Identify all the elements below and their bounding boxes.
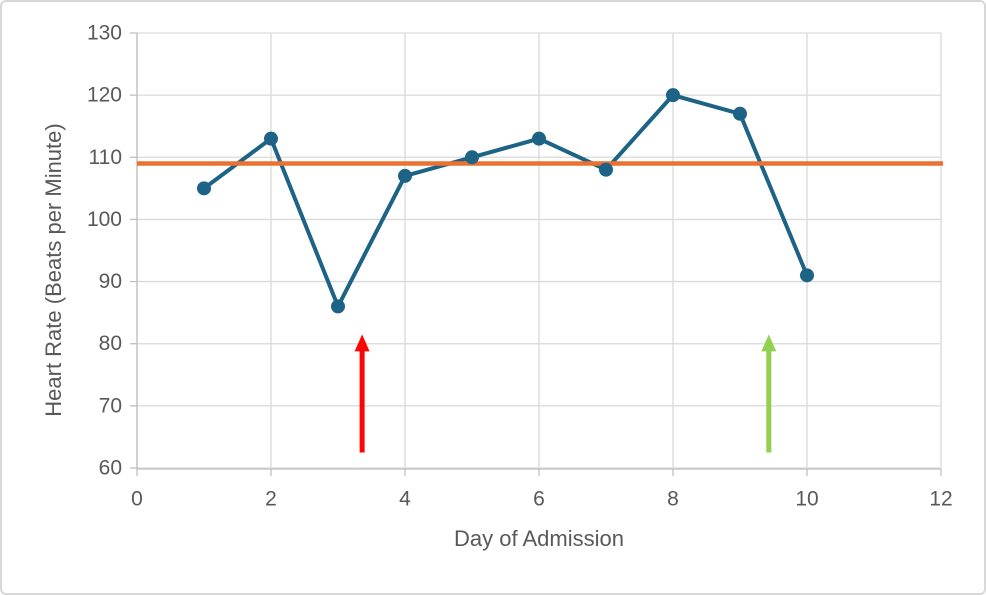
- y-tick-label: 130: [87, 22, 122, 45]
- data-point-marker: [666, 88, 680, 103]
- data-point-marker: [733, 106, 747, 121]
- x-tick-label: 6: [533, 488, 545, 511]
- x-tick-label: 8: [667, 488, 679, 511]
- data-point-marker: [800, 268, 814, 283]
- heart-rate-series-line: [202, 93, 809, 309]
- y-tick-label: 60: [99, 457, 122, 480]
- x-tick-label: 2: [265, 488, 277, 511]
- y-tick-label: 100: [87, 208, 122, 231]
- y-tick-label: 120: [87, 84, 122, 107]
- green-arrow-head: [761, 334, 777, 352]
- x-tick-label: 12: [929, 488, 952, 511]
- data-point-marker: [264, 131, 278, 146]
- data-point-marker: [465, 150, 479, 165]
- y-tick-label: 80: [99, 332, 122, 355]
- data-point-marker: [398, 168, 412, 183]
- x-axis-title: Day of Admission: [454, 526, 624, 551]
- y-tick-label: 70: [99, 394, 122, 417]
- data-point-marker: [331, 299, 345, 314]
- x-tick-label: 10: [795, 488, 818, 511]
- data-point-marker: [532, 131, 546, 146]
- data-point-marker: [599, 162, 613, 177]
- y-tick-label: 90: [99, 270, 122, 293]
- x-tick-label: 4: [399, 488, 411, 511]
- red-arrow-head: [354, 334, 370, 352]
- x-tick-label: 0: [131, 488, 143, 511]
- y-tick-label: 110: [89, 146, 122, 169]
- y-axis-title: Heart Rate (Beats per Minute): [41, 123, 66, 417]
- data-point-marker: [197, 181, 211, 196]
